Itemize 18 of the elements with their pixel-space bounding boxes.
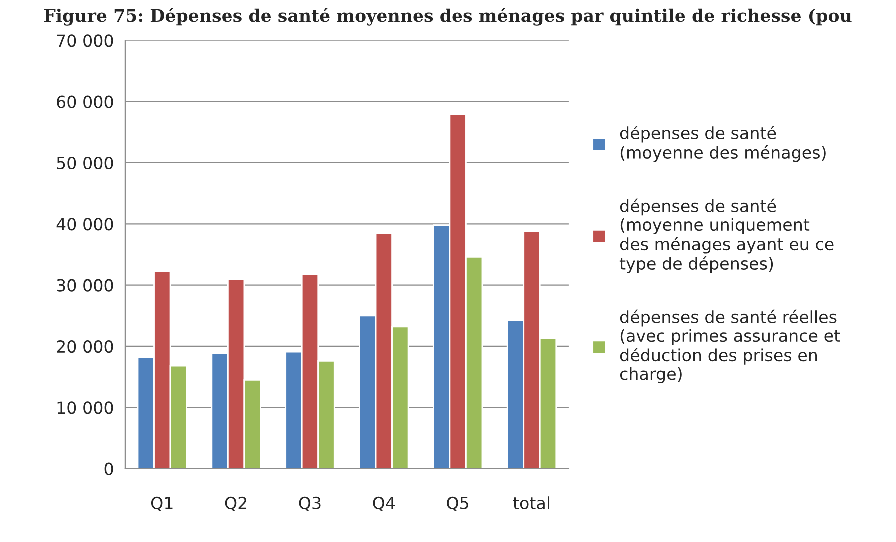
legend-label: dépenses de santé (moyenne uniquement des ménages ayant eu ce type de dépenses) <box>620 198 834 274</box>
y-tick-label: 0 <box>104 462 114 476</box>
legend-label: dépenses de santé réelles (avec primes assurance et déduction des prises en charge) <box>620 310 840 384</box>
y-tick-label: 20 000 <box>57 340 114 354</box>
x-tick-label: Q3 <box>299 496 321 512</box>
y-tick-label: 50 000 <box>57 156 114 170</box>
x-tick-label: Q5 <box>447 496 468 512</box>
chart-title: Figure 75: Dépenses de santé moyennes des ménages par quintile de richesse (pou <box>44 8 852 26</box>
x-tick-label: Q4 <box>373 496 396 512</box>
y-tick-label: 60 000 <box>57 96 114 108</box>
x-tick-label: Q2 <box>225 496 247 512</box>
x-tick-label: total <box>513 496 550 510</box>
y-tick-label: 30 000 <box>57 279 114 292</box>
y-tick-label: 10 000 <box>58 402 114 414</box>
legend-label: dépenses de santé (moyenne des ménages) <box>620 126 826 162</box>
y-tick-label: 40 000 <box>56 218 114 231</box>
x-tick-label: Q1 <box>151 496 173 512</box>
y-tick-label: 70 000 <box>57 34 114 48</box>
